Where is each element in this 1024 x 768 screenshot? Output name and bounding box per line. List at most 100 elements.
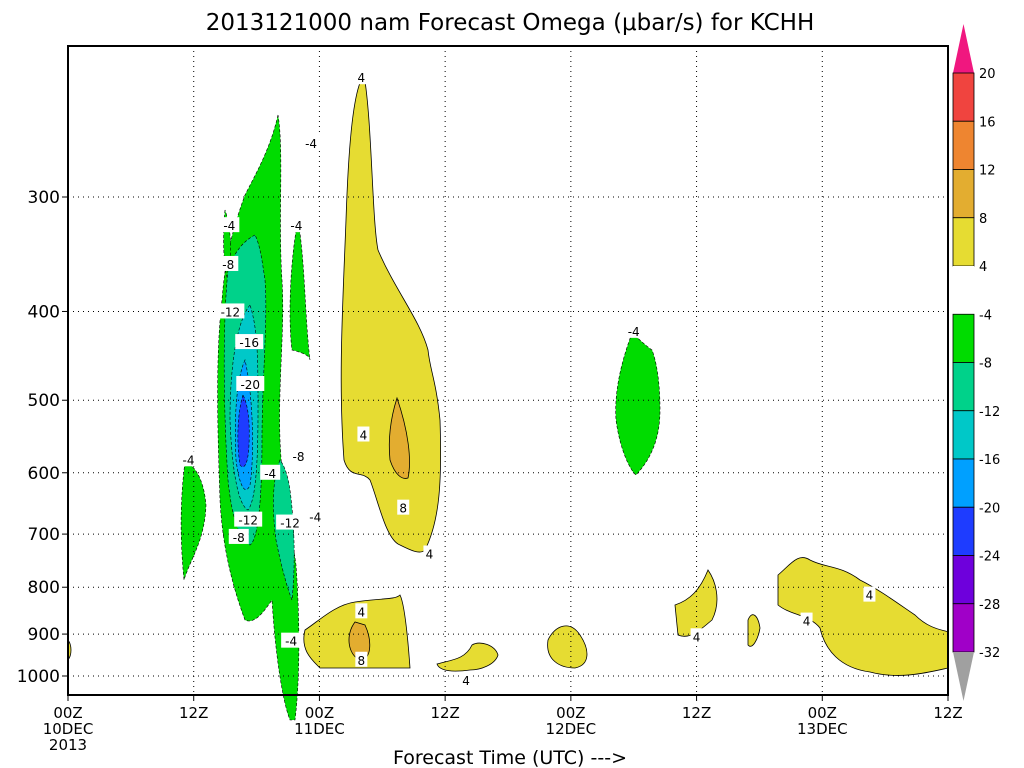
x-tick-label: 10DEC [43,720,94,738]
contour-label-bg [397,499,410,515]
colorbar-label: 20 [979,67,996,82]
colorbar-label: -8 [979,357,992,372]
contour-label: 4 [426,548,434,562]
colorbar-label: -4 [979,308,992,323]
x-tick-label: 00Z [556,704,585,722]
contour-label-bg [690,628,703,644]
contour-label: -8 [222,258,234,272]
y-tick-label: 700 [28,525,60,545]
fill-negative-4 [245,605,248,617]
contour-label: -4 [309,511,321,525]
contour-label-bg [281,632,302,648]
contour-label-bg [219,217,240,233]
colorbar-segment [952,603,975,653]
contour-label-bg [355,69,368,85]
contour-label-bg [260,464,281,480]
colorbar-top-arrow [953,24,974,73]
contour-label: 4 [693,630,701,644]
fill-negative-20 [237,394,250,468]
fill-positive-4 [747,614,761,647]
contour-label-bg [357,426,370,442]
colorbar-segment [952,313,975,363]
colorbar-segment [952,120,975,170]
contour-label-bg [236,375,265,391]
contour-fills [67,74,949,721]
contour-label: -4 [264,467,276,481]
contour-labels: -4 -4 -4 -8 -12 -16 -20 -8 -4 -4 -12 -12 -8 -4 -4 4 4 8 4 4… [178,69,876,688]
x-tick-label: 12Z [179,704,208,722]
contour-label-bg [355,603,368,619]
contour-label-bg [460,671,473,687]
y-tick-label: 900 [28,625,60,645]
colorbar-bottom-arrow [953,652,974,701]
fill-negative-4 [615,332,661,476]
colorbar-label: 12 [979,164,996,179]
chart-title: 2013121000 nam Forecast Omega (μbar/s) f… [206,10,815,36]
fill-positive-8 [388,396,410,479]
contour-label: -4 [285,635,297,649]
contour-label: -16 [239,336,259,350]
colorbar-label: -20 [979,501,1000,516]
contour-label-bg [301,135,322,151]
contour-label: -4 [182,453,194,467]
contour-label-bg [863,586,876,602]
y-tick-label: 800 [28,578,60,598]
colorbar-label: 4 [979,260,987,275]
x-tick-label: 11DEC [294,720,345,738]
fill-positive-4 [436,642,499,672]
contour-label: 4 [803,615,811,629]
colorbar-segment [952,169,975,219]
x-tick-label: 12Z [430,704,459,722]
colorbar-segment [952,458,975,508]
colorbar-label: -28 [979,598,1000,613]
plot-frame [67,45,949,696]
y-tick-label: 600 [28,464,60,484]
contour-label-bg [234,511,263,527]
contour-label: -12 [238,514,258,528]
x-tick-label: 2013 [49,736,87,754]
contour-label-bg [423,545,436,561]
contour-label: -8 [292,450,304,464]
y-tick-label: 500 [28,391,60,411]
fill-positive-4 [777,557,949,676]
y-tick-label: 300 [28,188,60,208]
colorbar-segment [952,72,975,122]
colorbar-label: -24 [979,550,1000,565]
contour-label-bg [276,514,305,530]
colorbar-label: -32 [979,646,1000,661]
contour-label-bg [218,255,239,271]
contour-label: -12 [280,517,300,531]
contour-label: 4 [358,71,366,85]
contour-label: -4 [305,137,317,151]
contour-label-bg [355,651,368,667]
contour-label: -8 [233,531,245,545]
fill-negative-8 [273,459,295,601]
contour-label: 4 [360,429,368,443]
x-tick-label: 12DEC [546,720,597,738]
y-axis: 300 400 500 600 700 800 900 1000 [17,188,68,687]
contour-label: 4 [462,674,470,688]
colorbar: 20 16 12 8 4 -4 -8 -12 -16 -20 -24 -28 -32 [952,24,1000,701]
fill-positive-4 [340,74,442,553]
colorbar-label: -12 [979,405,1000,420]
x-tick-label: 00Z [53,704,82,722]
colorbar-segment [952,506,975,556]
colorbar-label: -16 [979,453,1000,468]
x-tick-label: 13DEC [797,720,848,738]
contour-label-bg [623,322,644,338]
fill-positive-4 [547,625,588,669]
y-tick-label: 1000 [17,667,60,687]
grid-lines [68,46,948,695]
contour-label-bg [286,217,307,233]
x-tick-label: 00Z [808,704,837,722]
x-tick-label: 12Z [933,704,962,722]
contour-label: -12 [221,305,241,319]
contour-label-bg [216,303,245,319]
colorbar-segment [952,555,975,605]
contour-label: 4 [866,589,874,603]
colorbar-label: 8 [979,212,987,227]
contour-label-bg [178,451,199,467]
contour-label-bg [305,508,326,524]
